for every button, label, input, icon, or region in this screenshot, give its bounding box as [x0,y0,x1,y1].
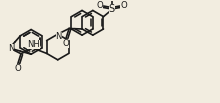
Text: NH: NH [28,40,40,49]
Text: N: N [8,44,14,53]
Text: O: O [121,1,127,10]
Text: S: S [109,4,115,14]
Text: O: O [62,39,69,48]
Text: O: O [96,1,103,10]
Text: N: N [55,32,62,41]
Text: O: O [14,64,21,73]
